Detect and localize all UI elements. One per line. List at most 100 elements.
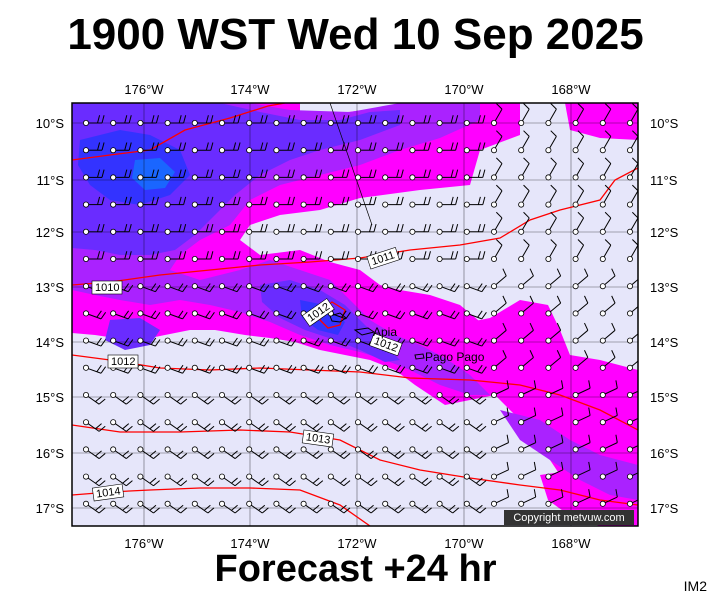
wind-barb [382,223,404,235]
wind-barb [218,169,241,181]
wind-barb [300,446,324,459]
wind-barb [327,391,351,405]
wind-barb [382,391,405,405]
wind-barb [518,295,534,317]
wind-barb [164,142,187,154]
place-label-pago-pago: Pago Pago [425,350,485,364]
svg-text:1012: 1012 [111,356,135,368]
wind-barb [246,142,268,154]
wind-barb [382,283,406,293]
wind-barb [599,103,612,127]
wind-barb [164,115,187,127]
wind-barb [599,489,618,507]
wind-barb [627,306,638,317]
wind-barb [110,196,132,208]
wind-barb [436,500,460,514]
wind-barb [572,295,589,317]
lon-tick-label: 176°W [124,536,164,551]
wind-barb [627,157,638,181]
wind-barb [518,489,537,507]
svg-text:1010: 1010 [95,282,119,294]
wind-barb [83,500,106,514]
wind-barb [599,268,616,290]
lat-tick-label: 13°S [650,280,679,295]
wind-barb [518,461,537,480]
wind-barb [436,473,460,487]
wind-barb [463,500,487,514]
wind-barb [354,310,379,320]
wind-barb [137,115,159,127]
wind-barb [545,130,557,154]
wind-barb [273,337,297,347]
wind-barb [137,169,159,181]
wind-barb [110,169,132,181]
wind-barb [83,364,107,374]
lon-tick-label: 170°W [444,82,484,97]
lon-tick-label: 168°W [551,82,591,97]
wind-barb [518,407,537,426]
wind-barb [572,489,591,507]
wind-barb [191,310,215,320]
wind-barb [327,251,350,262]
copyright-badge: Copyright metvuw.com [504,510,634,525]
wind-barb [191,196,214,208]
wind-barb [409,419,432,432]
wind-barb [110,446,133,459]
wind-barb [599,407,618,426]
wind-barb [246,364,270,374]
lon-tick-label: 170°W [444,536,484,551]
lon-tick-label: 174°W [230,536,270,551]
wind-barb [83,251,105,262]
wind-barb [246,446,269,459]
wind-barb [273,473,296,487]
wind-barb [382,500,405,514]
wind-barb [545,295,562,317]
wind-barb [490,184,503,208]
wind-barb [490,434,509,453]
wind-barb [518,380,537,398]
wind-barb [409,251,431,262]
wind-barb [300,115,323,127]
wind-barb [137,223,159,235]
wind-barb [300,364,324,374]
wind-barb [300,419,324,432]
wind-barb [110,337,134,347]
wind-barb [572,157,585,181]
wind-barb [191,115,214,127]
wind-barb [273,446,296,459]
wind-barb [599,350,616,371]
wind-barb [354,391,378,405]
wind-barb [572,268,589,290]
lat-tick-label: 11°S [650,173,678,188]
wind-barb [327,223,350,235]
svg-text:1013: 1013 [305,431,331,446]
wind-barb [599,211,612,235]
isobar-labels: 1010 1011 1012 1012 1012 1013 1014 [91,246,403,502]
wind-barb [300,142,323,154]
wind-barb [572,434,591,453]
wind-barb [409,473,432,487]
wind-barb [218,283,243,293]
lat-tick-label: 10°S [36,116,65,131]
wind-barb [300,337,324,347]
wind-barb [273,142,295,154]
wind-barb [83,446,106,459]
wind-barb [627,360,638,371]
wind-barb [273,419,296,432]
lat-tick-label: 13°S [36,280,65,295]
wind-barb [354,196,377,208]
wind-barb [354,446,378,459]
wind-barb [545,211,557,235]
wind-barb [545,407,564,426]
wind-barb [490,130,503,154]
wind-barb [382,169,404,181]
wind-barb [137,500,160,514]
place-label-apia: Apia [373,325,397,339]
wind-barb [246,500,269,514]
lon-tick-label: 174°W [230,82,270,97]
wind-barb [354,419,378,432]
wind-barb [409,223,431,235]
wind-barb [463,169,486,181]
wind-barb [545,184,557,208]
wind-barb [382,446,405,459]
